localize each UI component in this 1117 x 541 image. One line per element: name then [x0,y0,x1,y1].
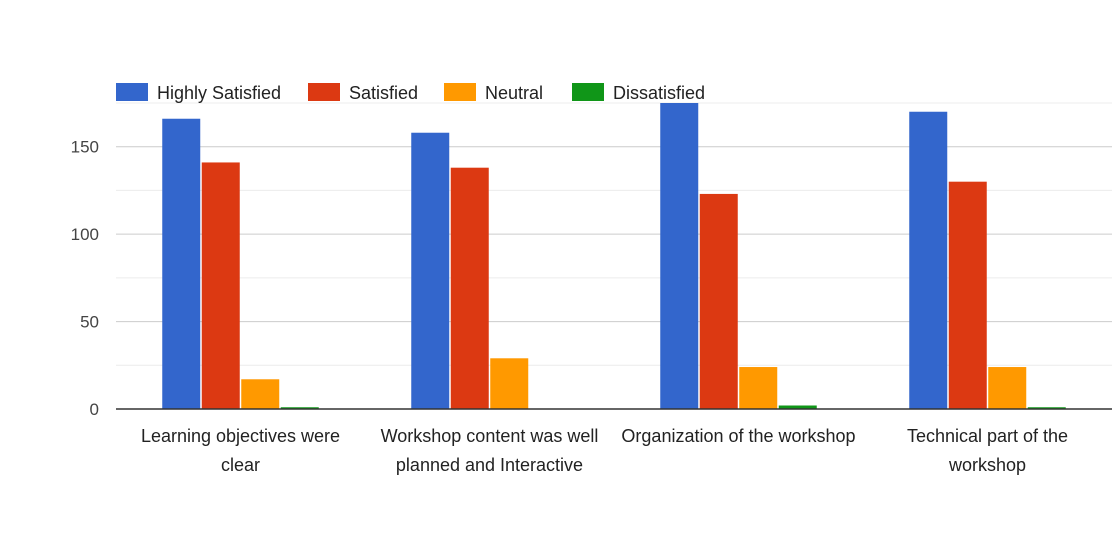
y-tick-label: 150 [71,138,99,157]
y-tick-label: 50 [80,313,99,332]
legend-item-neutral[interactable]: Neutral [444,83,543,103]
bar-dissatisfied [1027,407,1066,409]
bar-satisfied [948,181,987,409]
bar-neutral [739,367,778,409]
bar-neutral [490,358,529,409]
x-category-label: Learning objectives were [141,426,340,446]
legend-swatch [308,83,340,101]
legend-item-highly-satisfied[interactable]: Highly Satisfied [116,83,281,103]
bar-dissatisfied [778,405,817,409]
x-category-label: workshop [948,455,1026,475]
x-category-label: clear [221,455,260,475]
x-category-label: Technical part of the [907,426,1068,446]
gridlines [116,102,1112,366]
legend-swatch [116,83,148,101]
y-tick-label: 100 [71,225,99,244]
legend-item-satisfied[interactable]: Satisfied [308,83,418,103]
axes: 0 50 100 150 Learning objectives were clear Wo… [71,138,1112,475]
bar-satisfied [450,167,489,409]
bar-neutral [988,367,1027,409]
y-tick-label: 0 [90,400,99,419]
bar-neutral [241,379,280,409]
bars [162,103,1066,409]
legend-swatch [444,83,476,101]
legend-swatch [572,83,604,101]
legend-label: Neutral [485,83,543,103]
legend-item-dissatisfied[interactable]: Dissatisfied [572,83,705,103]
bar-highly-satisfied [660,103,699,409]
legend-label: Dissatisfied [613,83,705,103]
bar-satisfied [699,193,738,409]
bar-highly-satisfied [909,111,948,409]
legend[interactable]: Highly Satisfied Satisfied Neutral Dissatis… [116,83,705,103]
legend-label: Highly Satisfied [157,83,281,103]
bar-dissatisfied [280,407,319,409]
legend-label: Satisfied [349,83,418,103]
x-category-label: Organization of the workshop [621,426,855,446]
bar-highly-satisfied [411,132,450,409]
bar-satisfied [201,162,240,409]
x-category-label: planned and Interactive [396,455,583,475]
bar-highly-satisfied [162,118,201,409]
x-category-label: Workshop content was well [381,426,599,446]
